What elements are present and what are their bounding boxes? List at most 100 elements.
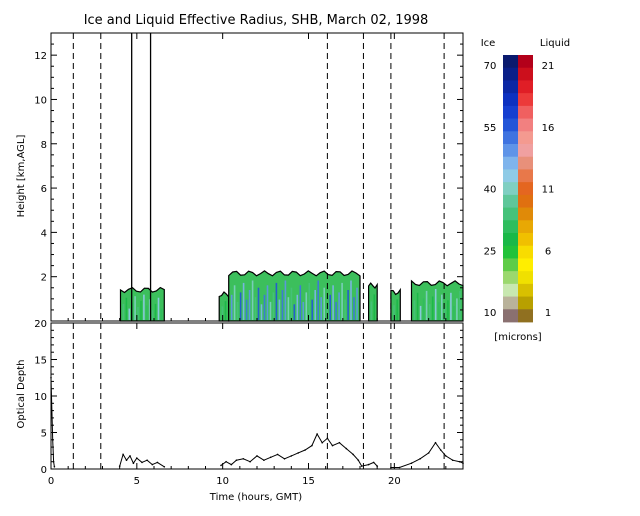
- colorbar-ice-label: Ice: [481, 38, 496, 49]
- optical-depth-point: [326, 437, 329, 440]
- colorbar-liquid-swatch: [518, 271, 533, 285]
- optical-depth-point: [331, 444, 334, 447]
- x-axis-label: Time (hours, GMT): [209, 492, 303, 503]
- optical-depth-point: [304, 449, 306, 451]
- colorbar-liquid-swatch: [518, 105, 533, 119]
- colorbar-ice-tick: 10: [484, 308, 497, 319]
- colorbar-ice-swatch: [503, 233, 518, 247]
- colorbar-liquid-swatch: [518, 283, 533, 297]
- colorbar-liquid-swatch: [518, 258, 533, 272]
- bottom-y-tick-label: 0: [41, 465, 47, 476]
- optical-depth-point: [249, 460, 251, 463]
- colorbar-liquid-swatch: [518, 144, 533, 158]
- x-tick-label: 10: [216, 476, 229, 487]
- colorbar-liquid-label: Liquid: [540, 38, 570, 49]
- top-y-tick-label: 10: [34, 95, 47, 106]
- optical-depth-point: [151, 463, 154, 466]
- colorbar-liquid-swatch: [518, 194, 533, 208]
- optical-depth-point: [283, 458, 286, 460]
- colorbar-ice-swatch: [503, 80, 518, 94]
- optical-depth-point: [445, 455, 447, 457]
- bottom-y-tick-label: 5: [41, 429, 47, 440]
- optical-depth-point: [345, 447, 348, 450]
- top-y-tick-label: 12: [34, 51, 47, 62]
- colorbar-liquid-tick: 21: [542, 61, 555, 72]
- optical-depth-point: [360, 465, 363, 467]
- bottom-y-tick-label: 15: [34, 356, 47, 367]
- top-y-tick-label: 4: [41, 228, 47, 239]
- top-y-tick-label: 2: [41, 273, 47, 284]
- colorbar-liquid-swatch: [518, 118, 533, 132]
- bottom-panel-frame: [50, 322, 464, 470]
- colorbar-ice-tick: 55: [484, 123, 497, 134]
- optical-depth-point: [141, 461, 143, 464]
- optical-depth-point: [316, 433, 318, 435]
- optical-depth-point: [372, 461, 375, 464]
- x-tick-label: 5: [134, 476, 140, 487]
- optical-depth-point: [220, 464, 222, 467]
- optical-depth-point: [390, 466, 392, 469]
- optical-depth-point: [235, 459, 238, 462]
- colorbar-liquid-swatch: [518, 67, 533, 81]
- colorbar-liquid-tick: 6: [545, 246, 551, 257]
- optical-depth-point: [263, 459, 265, 462]
- bottom-y-tick-label: 10: [34, 392, 47, 403]
- colorbar-ice-swatch: [503, 194, 518, 208]
- colorbar-ice-swatch: [503, 296, 518, 310]
- colorbar-ice-swatch: [503, 67, 518, 81]
- optical-depth-point: [352, 453, 354, 456]
- colorbar-ice-swatch: [503, 309, 518, 323]
- colorbar-unit-label: [microns]: [494, 332, 541, 343]
- optical-depth-point: [163, 466, 166, 468]
- colorbar-liquid-swatch: [518, 207, 533, 221]
- colorbar-ice-tick: 40: [484, 185, 497, 196]
- optical-depth-point: [451, 459, 454, 462]
- colorbar-liquid-swatch: [518, 233, 533, 247]
- colorbar-ice-swatch: [503, 156, 518, 170]
- optical-depth-point: [410, 462, 413, 465]
- optical-depth-point: [439, 449, 442, 451]
- colorbar-liquid-tick: 1: [545, 308, 551, 319]
- top-ylabel: Height [km,AGL]: [16, 135, 27, 218]
- optical-depth-point: [156, 461, 159, 464]
- cloud-segment: [390, 287, 401, 322]
- colorbar-ice-tick: 70: [484, 61, 497, 72]
- colorbar-liquid-swatch: [518, 156, 533, 170]
- colorbar-liquid-swatch: [518, 220, 533, 234]
- optical-depth-point: [338, 441, 341, 444]
- colorbar-liquid-swatch: [518, 182, 533, 196]
- colorbar-liquid-swatch: [518, 245, 533, 259]
- optical-depth-point: [132, 462, 135, 465]
- optical-depth-point: [146, 459, 148, 462]
- x-tick-label: 0: [48, 476, 54, 487]
- colorbar-liquid-tick: 11: [542, 185, 555, 196]
- bottom-y-tick-label: 20: [34, 319, 47, 330]
- optical-depth-point: [398, 466, 401, 469]
- cloud-field: [119, 270, 464, 322]
- colorbar-ice-swatch: [503, 258, 518, 272]
- colorbar-ice-swatch: [503, 131, 518, 145]
- optical-depth-point: [53, 466, 56, 468]
- bottom-ylabel: Optical Depth: [16, 360, 27, 429]
- optical-depth-point: [290, 455, 293, 457]
- colorbar-ice-swatch: [503, 144, 518, 158]
- cloud-segment: [410, 279, 464, 322]
- optical-depth-point: [419, 458, 421, 460]
- optical-depth-point: [125, 459, 128, 462]
- cloud-segment: [368, 282, 378, 322]
- x-tick-label: 15: [302, 476, 315, 487]
- optical-depth-point: [276, 453, 279, 456]
- colorbar-liquid-swatch: [518, 80, 533, 94]
- colorbar-liquid-swatch: [518, 93, 533, 107]
- chart-title: Ice and Liquid Effective Radius, SHB, Ma…: [84, 13, 429, 28]
- optical-depth-point: [427, 452, 430, 454]
- optical-depth-point: [311, 444, 313, 447]
- colorbar-liquid-swatch: [518, 55, 533, 69]
- colorbar-liquid-swatch: [518, 131, 533, 145]
- optical-depth-point: [321, 441, 324, 444]
- cloud-segment: [218, 291, 230, 322]
- optical-depth-point: [225, 460, 227, 463]
- optical-depth-point: [129, 455, 131, 457]
- optical-depth-point: [434, 441, 437, 444]
